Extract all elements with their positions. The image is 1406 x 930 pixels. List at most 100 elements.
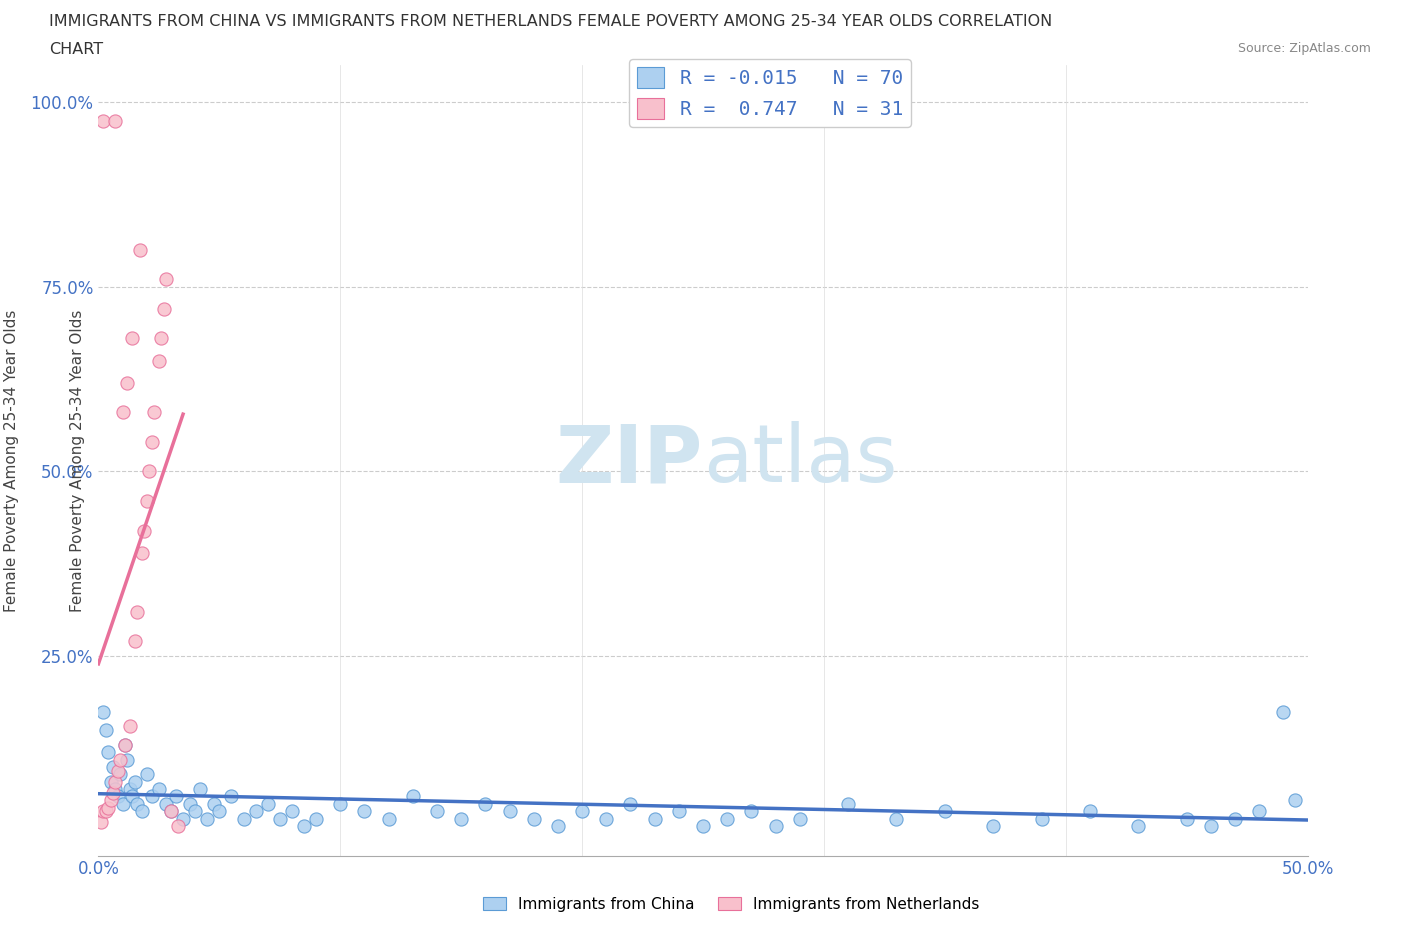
Text: Source: ZipAtlas.com: Source: ZipAtlas.com <box>1237 42 1371 55</box>
Point <box>692 818 714 833</box>
Point <box>474 796 496 811</box>
Point <box>131 545 153 560</box>
Point <box>118 719 141 734</box>
Point <box>232 811 254 826</box>
Point <box>184 804 207 818</box>
Point <box>117 376 139 391</box>
Point <box>402 789 425 804</box>
Point <box>143 405 166 419</box>
Point <box>138 464 160 479</box>
Point <box>204 796 226 811</box>
Point <box>1031 811 1053 826</box>
Point <box>135 494 157 509</box>
Point <box>1175 811 1198 826</box>
Point <box>160 804 183 818</box>
Point <box>426 804 449 818</box>
Y-axis label: Female Poverty Among 25-34 Year Olds: Female Poverty Among 25-34 Year Olds <box>69 309 84 612</box>
Point <box>167 818 190 833</box>
Legend: Immigrants from China, Immigrants from Netherlands: Immigrants from China, Immigrants from N… <box>477 890 986 918</box>
Point <box>1223 811 1246 826</box>
Point <box>195 811 218 826</box>
Point <box>329 796 352 811</box>
Point <box>104 775 127 790</box>
Point <box>104 113 127 128</box>
Point <box>172 811 194 826</box>
Point <box>619 796 641 811</box>
Point <box>91 804 114 818</box>
Point <box>148 782 170 797</box>
Point <box>107 764 129 778</box>
Text: IMMIGRANTS FROM CHINA VS IMMIGRANTS FROM NETHERLANDS FEMALE POVERTY AMONG 25-34 : IMMIGRANTS FROM CHINA VS IMMIGRANTS FROM… <box>49 14 1053 29</box>
Point <box>131 804 153 818</box>
Point <box>117 752 139 767</box>
Point <box>91 113 114 128</box>
Point <box>114 737 136 752</box>
Point <box>716 811 738 826</box>
Point <box>127 604 149 619</box>
Point <box>160 804 183 818</box>
Point <box>148 353 170 368</box>
Point <box>94 723 117 737</box>
Point <box>128 243 150 258</box>
Point <box>121 331 143 346</box>
Point <box>124 775 146 790</box>
Point <box>886 811 908 826</box>
Point <box>141 789 163 804</box>
Point <box>135 767 157 782</box>
Point <box>523 811 546 826</box>
Point <box>141 434 163 449</box>
Point <box>1078 804 1101 818</box>
Point <box>740 804 762 818</box>
Text: ZIP: ZIP <box>555 421 703 499</box>
Point <box>1284 792 1306 807</box>
Point <box>155 272 177 286</box>
Point <box>97 745 120 760</box>
Point <box>377 811 399 826</box>
Text: atlas: atlas <box>703 421 897 499</box>
Point <box>165 789 187 804</box>
Point <box>981 818 1004 833</box>
Point <box>547 818 569 833</box>
Point <box>97 800 120 815</box>
Point <box>188 782 211 797</box>
Point <box>111 796 134 811</box>
Point <box>353 804 375 818</box>
Point <box>100 792 122 807</box>
Point <box>121 789 143 804</box>
Point <box>208 804 231 818</box>
Point <box>934 804 956 818</box>
Point <box>1199 818 1222 833</box>
Point <box>1249 804 1271 818</box>
Point <box>108 767 131 782</box>
Point <box>245 804 267 818</box>
Point <box>837 796 859 811</box>
Point <box>104 782 127 797</box>
Point <box>127 796 149 811</box>
Point <box>150 331 173 346</box>
Point <box>155 796 177 811</box>
Point <box>101 785 124 800</box>
Point <box>124 634 146 649</box>
Point <box>1272 704 1295 719</box>
Point <box>292 818 315 833</box>
Point <box>91 704 114 719</box>
Y-axis label: Female Poverty Among 25-34 Year Olds: Female Poverty Among 25-34 Year Olds <box>4 309 20 612</box>
Point <box>595 811 617 826</box>
Point <box>108 752 131 767</box>
Point <box>269 811 291 826</box>
Point <box>101 760 124 775</box>
Point <box>100 775 122 790</box>
Point <box>134 523 156 538</box>
Legend: R = -0.015   N = 70, R =  0.747   N = 31: R = -0.015 N = 70, R = 0.747 N = 31 <box>630 59 911 126</box>
Point <box>571 804 593 818</box>
Point <box>152 301 174 316</box>
Point <box>94 804 117 818</box>
Point <box>107 789 129 804</box>
Point <box>644 811 666 826</box>
Point <box>498 804 520 818</box>
Point <box>111 405 134 419</box>
Point <box>789 811 811 826</box>
Point <box>221 789 243 804</box>
Point <box>256 796 278 811</box>
Point <box>281 804 304 818</box>
